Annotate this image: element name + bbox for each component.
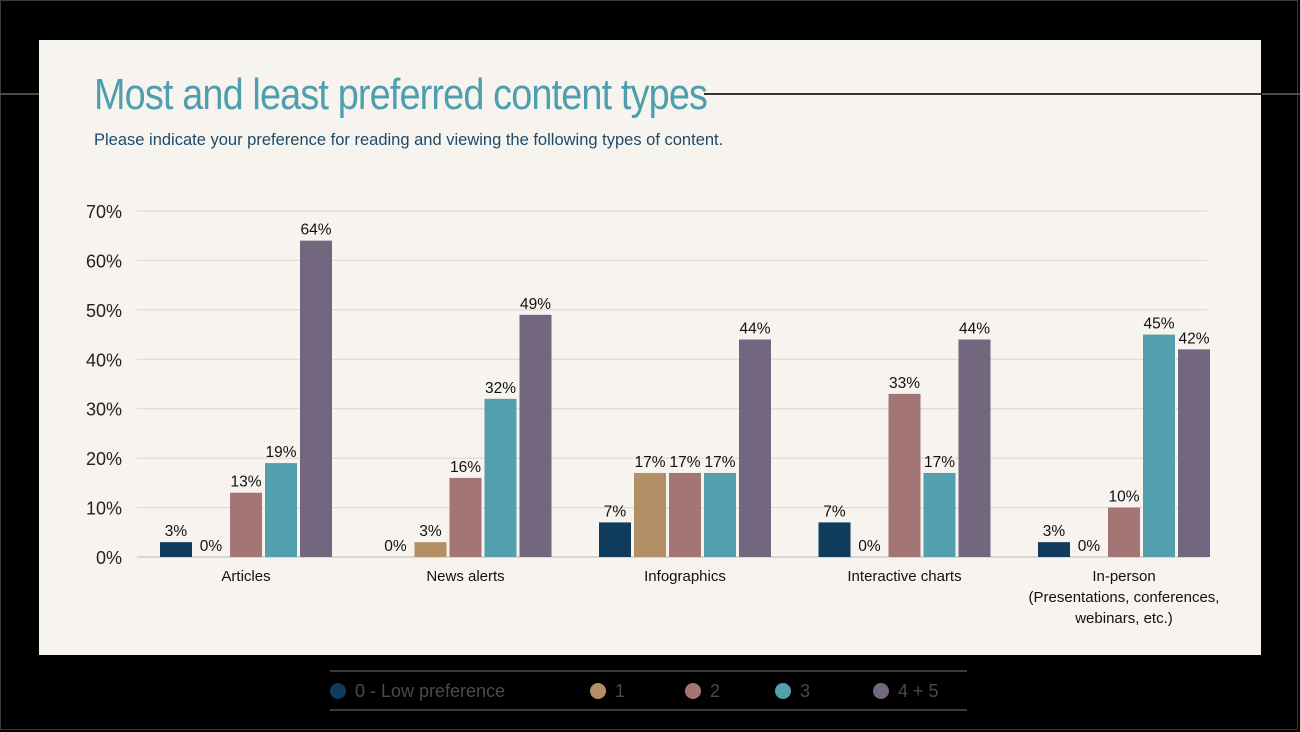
y-tick-label: 60% [86, 251, 122, 271]
x-tick-label: Articles [221, 568, 270, 585]
data-label: 0% [384, 538, 407, 555]
legend-item-3: 3 [775, 681, 810, 701]
data-label: 17% [669, 454, 700, 471]
legend-swatch-4 [873, 683, 889, 699]
data-label: 0% [200, 538, 223, 555]
y-tick-label: 20% [86, 449, 122, 469]
bar [739, 339, 771, 557]
legend-label-3: 3 [800, 680, 811, 701]
bar [484, 398, 517, 557]
bar [1143, 334, 1175, 557]
legend-item-4: 4 + 5 [873, 681, 939, 701]
bar [449, 477, 482, 557]
legend-item-1: 1 [590, 681, 625, 701]
data-label: 32% [485, 380, 516, 397]
data-label: 3% [419, 523, 442, 540]
data-label: 0% [1078, 538, 1101, 555]
title-row: Most and least preferred content types [94, 70, 1261, 120]
bar [519, 314, 552, 557]
legend-swatch-3 [775, 683, 791, 699]
y-tick-label: 0% [96, 548, 122, 568]
bar [818, 522, 851, 557]
y-tick-label: 50% [86, 301, 122, 321]
data-label: 13% [230, 474, 261, 491]
data-label: 7% [604, 503, 627, 520]
data-label: 44% [739, 321, 770, 338]
bar [160, 542, 192, 557]
y-tick-label: 70% [86, 202, 122, 222]
data-label: 3% [1043, 523, 1066, 540]
y-tick-label: 30% [86, 400, 122, 420]
bar [230, 492, 262, 557]
bar [704, 472, 736, 557]
bar [634, 472, 666, 557]
bar [1108, 507, 1140, 557]
bar [669, 472, 701, 557]
bar [958, 339, 991, 557]
legend-label-2: 2 [710, 680, 721, 701]
data-label: 42% [1178, 330, 1209, 347]
x-tick-label: (Presentations, conferences, [1029, 589, 1220, 606]
x-tick-label: Infographics [644, 568, 726, 585]
bar [1038, 542, 1070, 557]
legend-swatch-2 [685, 683, 701, 699]
data-label: 33% [889, 375, 920, 392]
x-tick-label: Interactive charts [847, 568, 961, 585]
bar [1178, 349, 1210, 557]
y-tick-label: 10% [86, 499, 122, 519]
data-label: 16% [450, 459, 481, 476]
x-tick-label: News alerts [426, 568, 504, 585]
legend-item-0: 0 - Low preference [330, 681, 505, 701]
legend-swatch-0 [330, 683, 346, 699]
data-label: 49% [520, 296, 551, 313]
chart-legend: 0 - Low preference 1 2 3 4 + 5 [330, 670, 967, 711]
legend-item-2: 2 [685, 681, 720, 701]
data-label: 17% [924, 454, 955, 471]
data-label: 45% [1143, 316, 1174, 333]
bar [923, 472, 956, 557]
legend-label-1: 1 [615, 680, 626, 701]
bar [414, 542, 447, 557]
slide-rule-right [1262, 93, 1300, 95]
data-label: 64% [300, 222, 331, 239]
data-label: 17% [634, 454, 665, 471]
slide-rule-left [0, 93, 58, 95]
data-label: 7% [823, 503, 846, 520]
chart-subtitle: Please indicate your preference for read… [94, 131, 724, 149]
title-rule [704, 93, 1261, 95]
data-label: 10% [1108, 489, 1139, 506]
data-label: 17% [704, 454, 735, 471]
data-label: 3% [165, 523, 188, 540]
chart-title: Most and least preferred content types [94, 70, 708, 119]
legend-swatch-1 [590, 683, 606, 699]
legend-label-4: 4 + 5 [898, 680, 939, 701]
data-label: 19% [265, 444, 296, 461]
data-label: 44% [959, 321, 990, 338]
bar [265, 463, 297, 557]
data-label: 0% [858, 538, 881, 555]
bar [599, 522, 631, 557]
y-tick-label: 40% [86, 350, 122, 370]
legend-label-0: 0 - Low preference [355, 680, 506, 701]
bar [888, 393, 921, 557]
bar [300, 240, 332, 557]
x-tick-label: webinars, etc.) [1074, 610, 1173, 627]
x-tick-label: In-person [1092, 568, 1155, 585]
